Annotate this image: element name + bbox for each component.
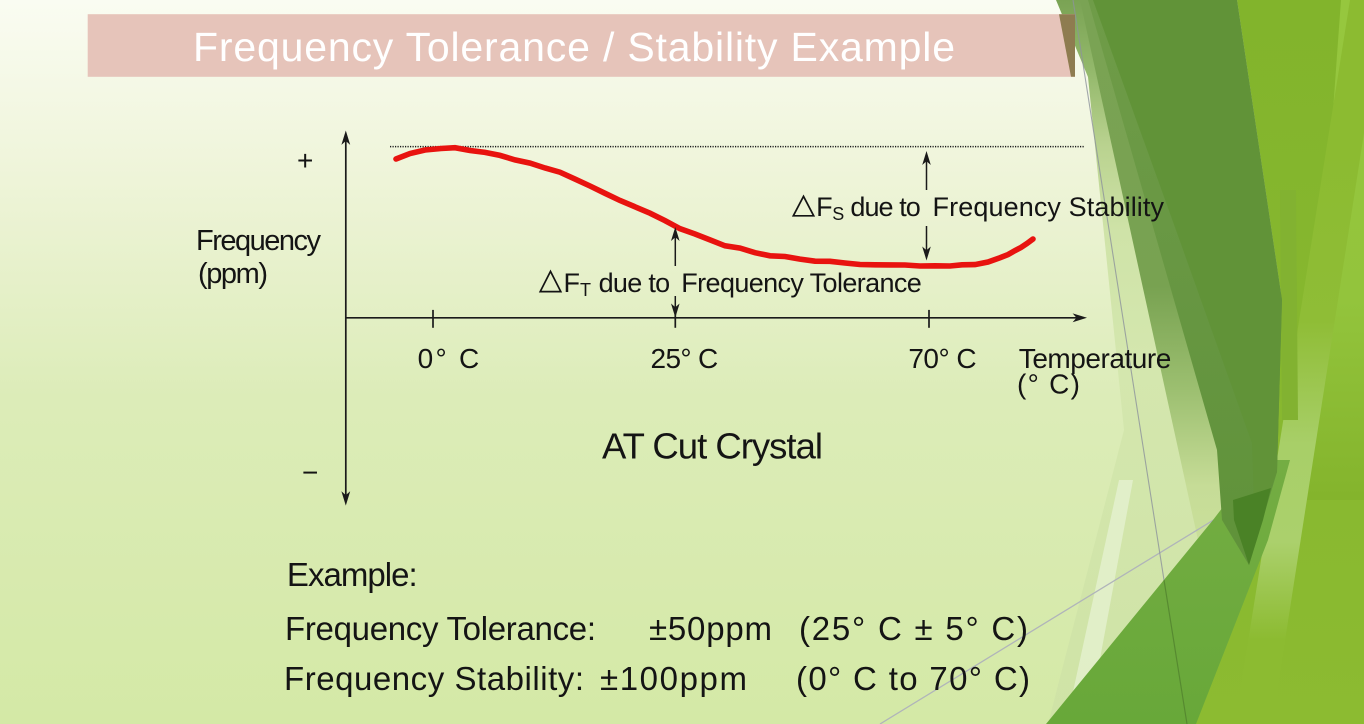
svg-text:S: S	[832, 204, 844, 224]
svg-text:T: T	[580, 280, 591, 300]
svg-text:25° C: 25° C	[651, 343, 719, 374]
svg-text:+: +	[297, 145, 313, 176]
svg-text:±100ppm: ±100ppm	[600, 660, 747, 697]
svg-text:due to: due to	[599, 268, 671, 298]
svg-text:Frequency Tolerance:: Frequency Tolerance:	[285, 610, 596, 647]
svg-text:AT Cut Crystal: AT Cut Crystal	[602, 426, 823, 467]
svg-text:Frequency Stability:: Frequency Stability:	[284, 660, 584, 697]
svg-text:Frequency Stability: Frequency Stability	[933, 192, 1165, 222]
svg-text:Frequency Tolerance / Stabilit: Frequency Tolerance / Stability Example	[193, 24, 955, 70]
svg-text:Frequency Tolerance: Frequency Tolerance	[681, 268, 922, 298]
svg-text:F: F	[564, 268, 581, 298]
svg-text:70° C: 70° C	[908, 343, 976, 374]
svg-text:Temperature: Temperature	[1019, 343, 1172, 374]
svg-text:−: −	[302, 457, 318, 488]
svg-text:(0° C to 70° C): (0° C to 70° C)	[796, 660, 1030, 697]
svg-text:Frequency: Frequency	[196, 225, 322, 257]
svg-text:F: F	[816, 192, 833, 222]
svg-text:Example:: Example:	[287, 556, 418, 593]
svg-text:0° C: 0° C	[418, 343, 480, 374]
svg-text:due to: due to	[850, 192, 920, 222]
svg-text:(ppm): (ppm)	[198, 258, 268, 290]
svg-text:±50ppm: ±50ppm	[649, 610, 772, 647]
